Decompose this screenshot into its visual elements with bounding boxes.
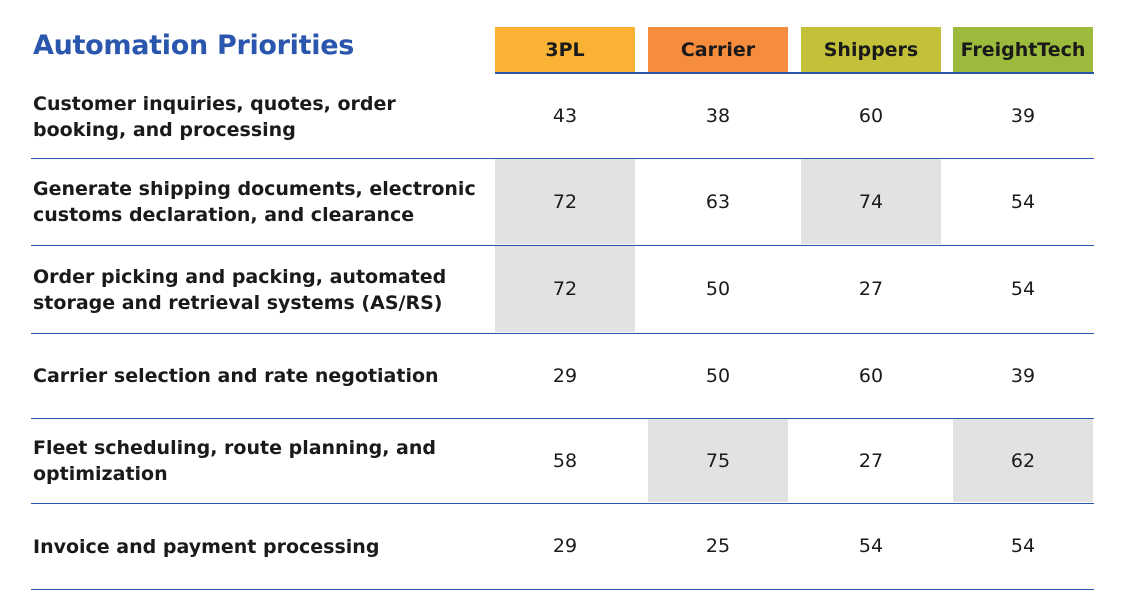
column-header-3pl: 3PL: [495, 27, 635, 72]
column-header-shippers: Shippers: [801, 27, 941, 72]
table-cell: 39: [1010, 105, 1036, 127]
row-divider: [31, 503, 1094, 504]
header-divider: [495, 72, 1094, 74]
table-cell: 58: [552, 449, 578, 472]
table-cell: 50: [705, 278, 731, 300]
table-cell: 75: [648, 419, 788, 502]
table-cell: 27: [858, 278, 884, 300]
table-cell: 72: [495, 246, 635, 332]
table-cell: 39: [1010, 364, 1036, 387]
row-divider: [31, 245, 1094, 246]
table-cell: 54: [1010, 535, 1036, 557]
row-label: Generate shipping documents, electronic …: [33, 178, 476, 226]
row-divider: [31, 333, 1094, 334]
row-label: Carrier selection and rate negotiation: [33, 365, 439, 387]
column-header-carrier: Carrier: [648, 27, 788, 72]
table-cell: 54: [1010, 190, 1036, 213]
table-cell: 38: [705, 105, 731, 127]
row-divider: [31, 158, 1094, 159]
row-label: Customer inquiries, quotes, order bookin…: [33, 92, 396, 141]
table-cell: 50: [705, 364, 731, 387]
table-cell: 54: [1010, 278, 1036, 300]
table-cell: 43: [552, 105, 578, 127]
table-cell: 60: [858, 105, 884, 127]
table-cell: 25: [705, 535, 731, 557]
table-cell: 63: [705, 190, 731, 213]
row-label: Invoice and payment processing: [33, 535, 380, 558]
table-cell: 29: [552, 364, 578, 387]
table-cell: 74: [801, 159, 941, 244]
table-cell: 29: [552, 535, 578, 557]
row-divider: [31, 589, 1094, 590]
table-cell: 54: [858, 535, 884, 557]
table-cell: 72: [495, 159, 635, 244]
row-label: Fleet scheduling, route planning, and op…: [33, 437, 436, 485]
table-cell: 60: [858, 364, 884, 387]
column-header-freighttech: FreightTech: [953, 27, 1093, 72]
table-cell: 62: [953, 419, 1093, 502]
table-cell: 27: [858, 449, 884, 472]
row-divider: [31, 418, 1094, 419]
page-title: Automation Priorities: [33, 30, 354, 61]
row-label: Order picking and packing, automated sto…: [33, 265, 447, 314]
